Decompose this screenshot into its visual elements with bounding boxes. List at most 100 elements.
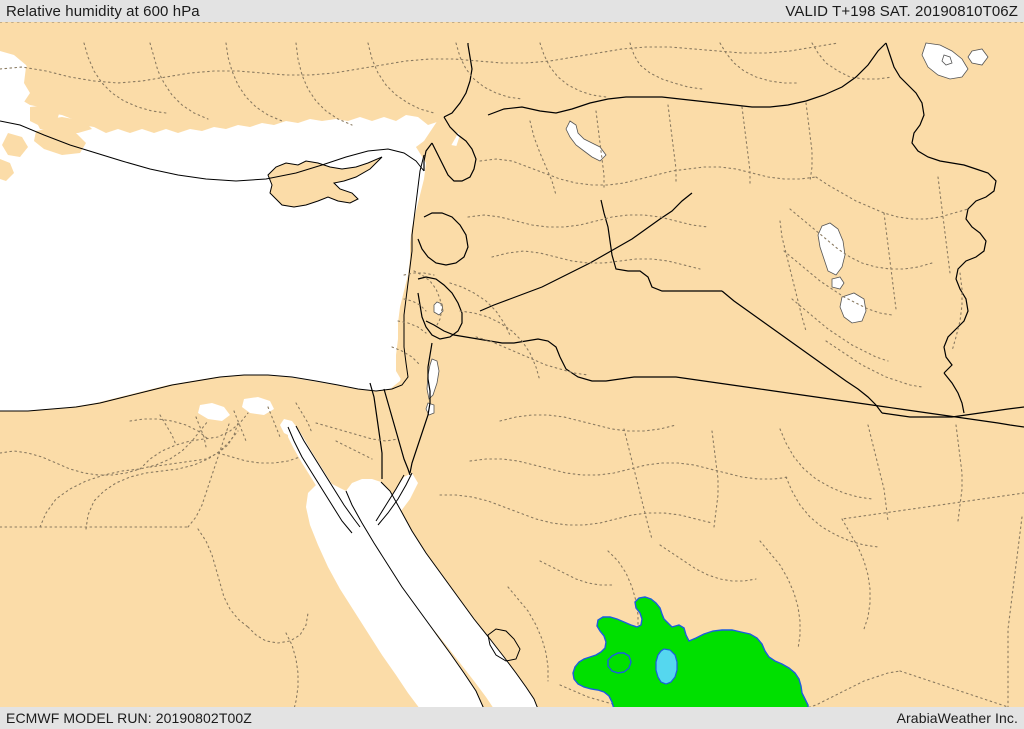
israel-district-1: [403, 298, 427, 312]
landmass-group: [0, 21, 1024, 709]
iraq-jordan-saudi-border: [600, 199, 722, 292]
rh-contour-group[interactable]: [572, 596, 809, 709]
saudi-yemen-border-1: [559, 684, 645, 709]
egypt-nile-east: [149, 422, 239, 468]
rh-green-west-lobe[interactable]: [607, 652, 632, 674]
egypt-delta-gov-4: [233, 410, 247, 442]
red-sea-west-coast: [345, 490, 485, 709]
lake-tharthar: [817, 222, 846, 276]
israel-district-4: [403, 272, 435, 276]
national-border-group: [369, 42, 1024, 479]
egypt-delta-gov-6: [295, 402, 313, 434]
jordan-saudi-nw-border: [479, 192, 693, 312]
aegean-sea: [0, 51, 32, 121]
iraq-gov-line-5: [825, 340, 923, 388]
jordan-israel-arava-border: [409, 342, 433, 474]
egypt-delta-gov: [129, 418, 209, 440]
rh-green-contour[interactable]: [572, 596, 809, 709]
saudi-region-line-16: [507, 586, 549, 682]
syria-gov-line-2: [467, 214, 709, 228]
turkey-province-line-6: [367, 42, 435, 114]
iraq-gov-line-7: [883, 212, 897, 310]
syria-gov-line-3: [491, 250, 701, 270]
yemen-oman-border: [899, 670, 1009, 708]
saudi-region-line-6: [785, 476, 879, 548]
israel-jordan-border: [425, 320, 561, 358]
saudi-oman-border: [1007, 516, 1023, 709]
israel-north-border: [417, 276, 463, 340]
rh-cyan-core[interactable]: [655, 648, 678, 685]
iraq-gov-line-8: [937, 176, 951, 274]
saudi-region-line-11: [841, 518, 871, 630]
turkey-syria-west-border: [443, 43, 473, 118]
suez-canal-mouth: [280, 419, 298, 437]
iraq-saudi-neutral-border: [721, 290, 883, 414]
syria-gov-line-6: [667, 104, 677, 184]
syria-gov-line-7: [741, 106, 751, 186]
red-sea-bay-detail: [487, 628, 521, 662]
saudi-region-line-14: [607, 550, 639, 644]
turkey-province-line-4: [225, 42, 283, 122]
sinai-gov-line: [315, 422, 399, 442]
iraq-iran-border: [885, 42, 997, 374]
map-viewport[interactable]: [0, 21, 1024, 709]
model-run-label: ECMWF MODEL RUN: 20190802T00Z: [6, 709, 252, 726]
iraq-gov-line-2: [789, 208, 933, 270]
footer-bar: ECMWF MODEL RUN: 20190802T00Z ArabiaWeat…: [0, 707, 1024, 729]
sinai-west-border: [369, 382, 383, 479]
nile-delta-lagoon: [198, 403, 230, 421]
iraq-gov-line-1: [815, 176, 969, 220]
lake-van-island: [941, 54, 953, 66]
island-small-1: [0, 159, 14, 181]
iraq-gov-line-4: [791, 298, 889, 362]
valid-time-label: VALID T+198 SAT. 20190810T06Z: [785, 2, 1018, 20]
hatay-border: [431, 116, 477, 182]
egypt-delta-gov-3: [195, 416, 207, 448]
saudi-region-line-10: [841, 492, 1024, 520]
israel-district-3: [391, 346, 421, 366]
saudi-region-line-5: [711, 430, 719, 528]
turkey-lake-east: [967, 48, 989, 66]
syria-coast-border: [423, 142, 433, 171]
sudan-gov-line-3: [285, 632, 299, 709]
saudi-region-line-9: [955, 424, 963, 522]
island-rhodes-area: [24, 67, 46, 95]
map-canvas[interactable]: [0, 21, 1024, 709]
sudan-gov-line-1: [197, 528, 249, 628]
israel-district-2: [397, 320, 427, 334]
afro-arabia-landmass: [0, 95, 1024, 709]
egypt-gov-line-2: [39, 420, 209, 528]
red-sea-widening: [306, 483, 484, 709]
gulf-aqaba-west-coast: [375, 474, 405, 522]
turkey-province-line-8: [539, 42, 607, 98]
egypt-nile-west: [139, 412, 249, 470]
egypt-delta-gov-5: [267, 406, 281, 438]
lake-razazah: [839, 292, 867, 324]
jordan-gov-line-2: [475, 336, 589, 376]
kuwait-saudi-border: [881, 406, 1024, 418]
saudi-region-line-3: [439, 494, 713, 526]
gulf-of-aqaba: [378, 473, 418, 529]
sudan-gov-line-2: [247, 612, 309, 644]
island-crete-east: [2, 133, 28, 157]
coastline-group: [0, 120, 539, 709]
syria-gov-line-8: [805, 102, 813, 182]
turkey-province-line-7: [455, 42, 523, 100]
syria-gov-line-1: [479, 158, 817, 186]
gulf-of-suez: [288, 426, 358, 533]
saudi-region-line-15: [539, 560, 613, 586]
page-title: Relative humidity at 600 hPa: [6, 2, 200, 20]
syria-gov-line-4: [529, 120, 557, 196]
jordan-gov-line-1: [459, 310, 541, 382]
iraq-gov-line-6: [779, 220, 807, 332]
iraq-small-lake: [831, 276, 845, 290]
egypt-delta-gov-2: [159, 414, 177, 446]
egypt-gov-line-4: [217, 452, 301, 464]
gulf-suez-west-coast: [295, 425, 361, 528]
levant-coastal-strip: [396, 93, 466, 381]
lebanon-border: [417, 212, 469, 266]
turkey-province-line-9: [629, 42, 703, 90]
turkey-province-line-3: [149, 42, 209, 120]
egypt-gov-line-1: [0, 450, 141, 476]
